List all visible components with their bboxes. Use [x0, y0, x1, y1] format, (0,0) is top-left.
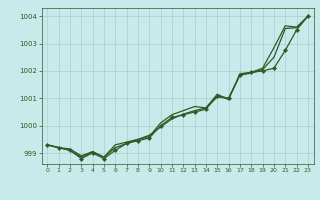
Text: Graphe pression niveau de la mer (hPa): Graphe pression niveau de la mer (hPa)	[58, 186, 262, 195]
